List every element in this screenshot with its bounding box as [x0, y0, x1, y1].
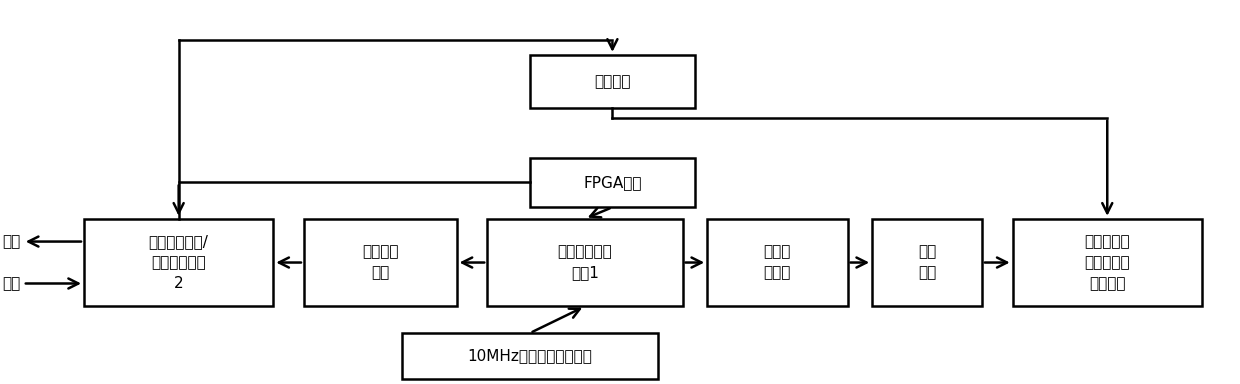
Text: 护电路: 护电路 — [764, 265, 791, 280]
Bar — [529, 158, 694, 207]
Text: 2: 2 — [174, 276, 184, 291]
Text: 限幅保: 限幅保 — [764, 245, 791, 260]
Text: 放大: 放大 — [918, 245, 936, 260]
Text: 能电路板: 能电路板 — [1089, 276, 1126, 291]
Bar — [304, 218, 456, 306]
Bar — [1013, 218, 1202, 306]
Text: 电路: 电路 — [371, 265, 389, 280]
Text: 电路1: 电路1 — [570, 265, 599, 280]
Text: 输入输出选择: 输入输出选择 — [558, 245, 613, 260]
Bar — [402, 333, 658, 379]
Text: 10MHz参考时钟发生电路: 10MHz参考时钟发生电路 — [467, 348, 593, 363]
Text: 限幅保护: 限幅保护 — [362, 245, 398, 260]
Text: 滤波电路: 滤波电路 — [594, 74, 631, 89]
Text: 一分六，输: 一分六，输 — [1085, 234, 1130, 249]
Text: FPGA控制: FPGA控制 — [583, 175, 641, 190]
Text: 输出: 输出 — [2, 234, 20, 249]
Bar — [707, 218, 848, 306]
Text: 出至其他功: 出至其他功 — [1085, 255, 1130, 270]
Bar — [487, 218, 683, 306]
Text: 输出选择电路: 输出选择电路 — [151, 255, 206, 270]
Text: 参考时钟输入/: 参考时钟输入/ — [149, 234, 208, 249]
Bar — [84, 218, 273, 306]
Bar — [872, 218, 982, 306]
Text: 电路: 电路 — [918, 265, 936, 280]
Bar — [529, 55, 694, 108]
Text: 输入: 输入 — [2, 276, 20, 291]
